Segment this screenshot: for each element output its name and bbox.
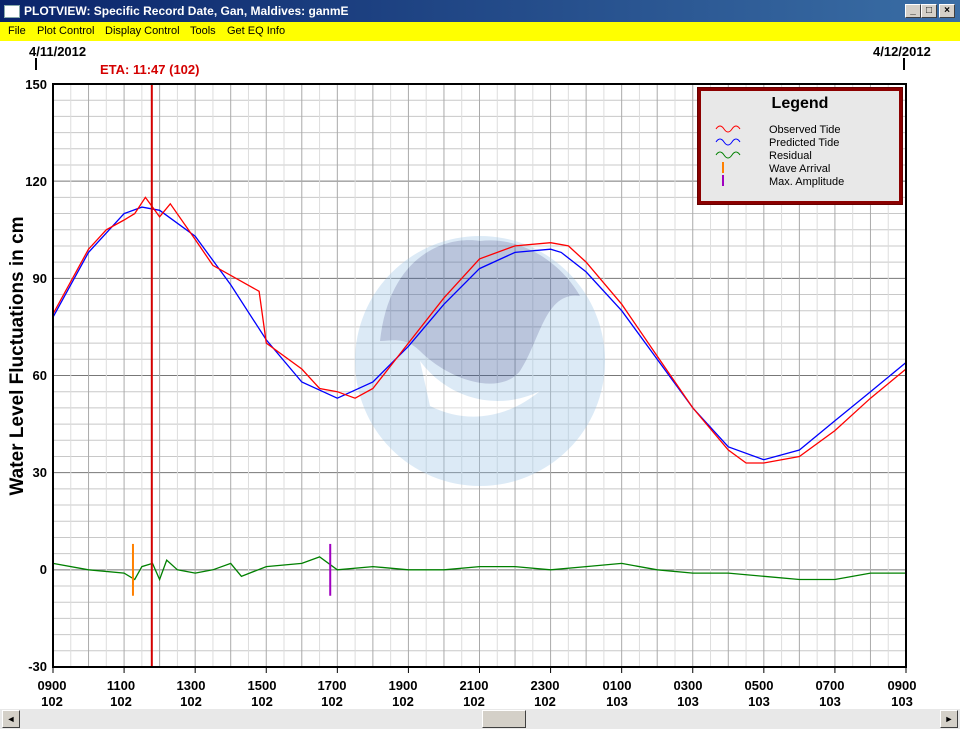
menu-display-control[interactable]: Display Control [105,25,180,37]
menu-get-eq-info[interactable]: Get EQ Info [227,25,286,37]
scroll-right-button[interactable]: ► [940,710,958,728]
plot-canvas: 4/11/2012 4/12/2012 ETA: 11:47 (102) Wat… [0,41,960,709]
scroll-thumb[interactable] [482,710,526,728]
x-tick-label: 0100 103 [602,678,632,709]
menu-file[interactable]: File [8,25,26,37]
end-date: 4/12/2012 [873,44,931,59]
legend-max-amplitude: Max. Amplitude [769,176,845,188]
plot-frame [52,83,907,668]
menu-bar: File Plot Control Display Control Tools … [0,22,960,41]
legend-title: Legend [771,95,829,112]
x-tick-label: 2100 102 [459,678,489,709]
start-date: 4/11/2012 [29,44,87,59]
x-tick-label: 1300 102 [176,678,206,709]
menu-tools[interactable]: Tools [190,25,216,37]
x-tick-label: 0700 103 [815,678,845,709]
close-button[interactable]: × [939,4,955,18]
series-layer [52,84,907,667]
predicted-tide-swatch [715,138,741,146]
x-tick-label: 1500 102 [247,678,277,709]
y-tick-label: 150 [25,77,47,92]
minimize-button[interactable]: _ [905,4,921,18]
legend-wave-arrival: Wave Arrival [769,163,831,175]
legend: Legend Observed Tide Predicted Tide Resi… [697,87,903,205]
y-tick-label: 120 [25,174,47,189]
y-tick-label: 0 [39,562,47,577]
x-tick-label: 1900 102 [388,678,418,709]
noaa-logo-watermark [355,236,605,486]
legend-predicted-tide: Predicted Tide [769,137,840,149]
x-tick-label: 1100 102 [106,678,136,709]
window-title: PLOTVIEW: Specific Record Date, Gan, Mal… [24,4,349,18]
x-tick-label: 1700 102 [317,678,347,709]
x-tick-label: 0300 103 [673,678,703,709]
maximize-button[interactable]: □ [921,4,937,18]
y-tick-label: 90 [32,271,47,286]
y-tick-label: -30 [28,659,47,674]
residual-swatch [715,151,741,159]
legend-swatches [715,125,741,186]
observed-tide-swatch [715,125,741,133]
legend-observed-tide: Observed Tide [769,124,841,136]
app-icon [4,5,20,18]
x-tick-label: 0900 103 [887,678,917,709]
x-tick-label: 2300 102 [530,678,560,709]
menu-plot-control[interactable]: Plot Control [37,25,95,37]
eta-label: ETA: 11:47 (102) [100,62,200,77]
y-tick-label: 60 [32,368,47,383]
predicted-tide-line [52,206,907,461]
scroll-left-button[interactable]: ◄ [2,710,20,728]
title-bar: PLOTVIEW: Specific Record Date, Gan, Mal… [0,0,960,22]
residual-line [52,556,906,582]
legend-residual: Residual [769,150,812,162]
x-tick-label: 0500 103 [744,678,774,709]
x-tick-label: 0900 102 [37,678,67,709]
y-tick-label: 30 [32,465,47,480]
horizontal-scrollbar[interactable]: ◄ ► [0,709,960,729]
